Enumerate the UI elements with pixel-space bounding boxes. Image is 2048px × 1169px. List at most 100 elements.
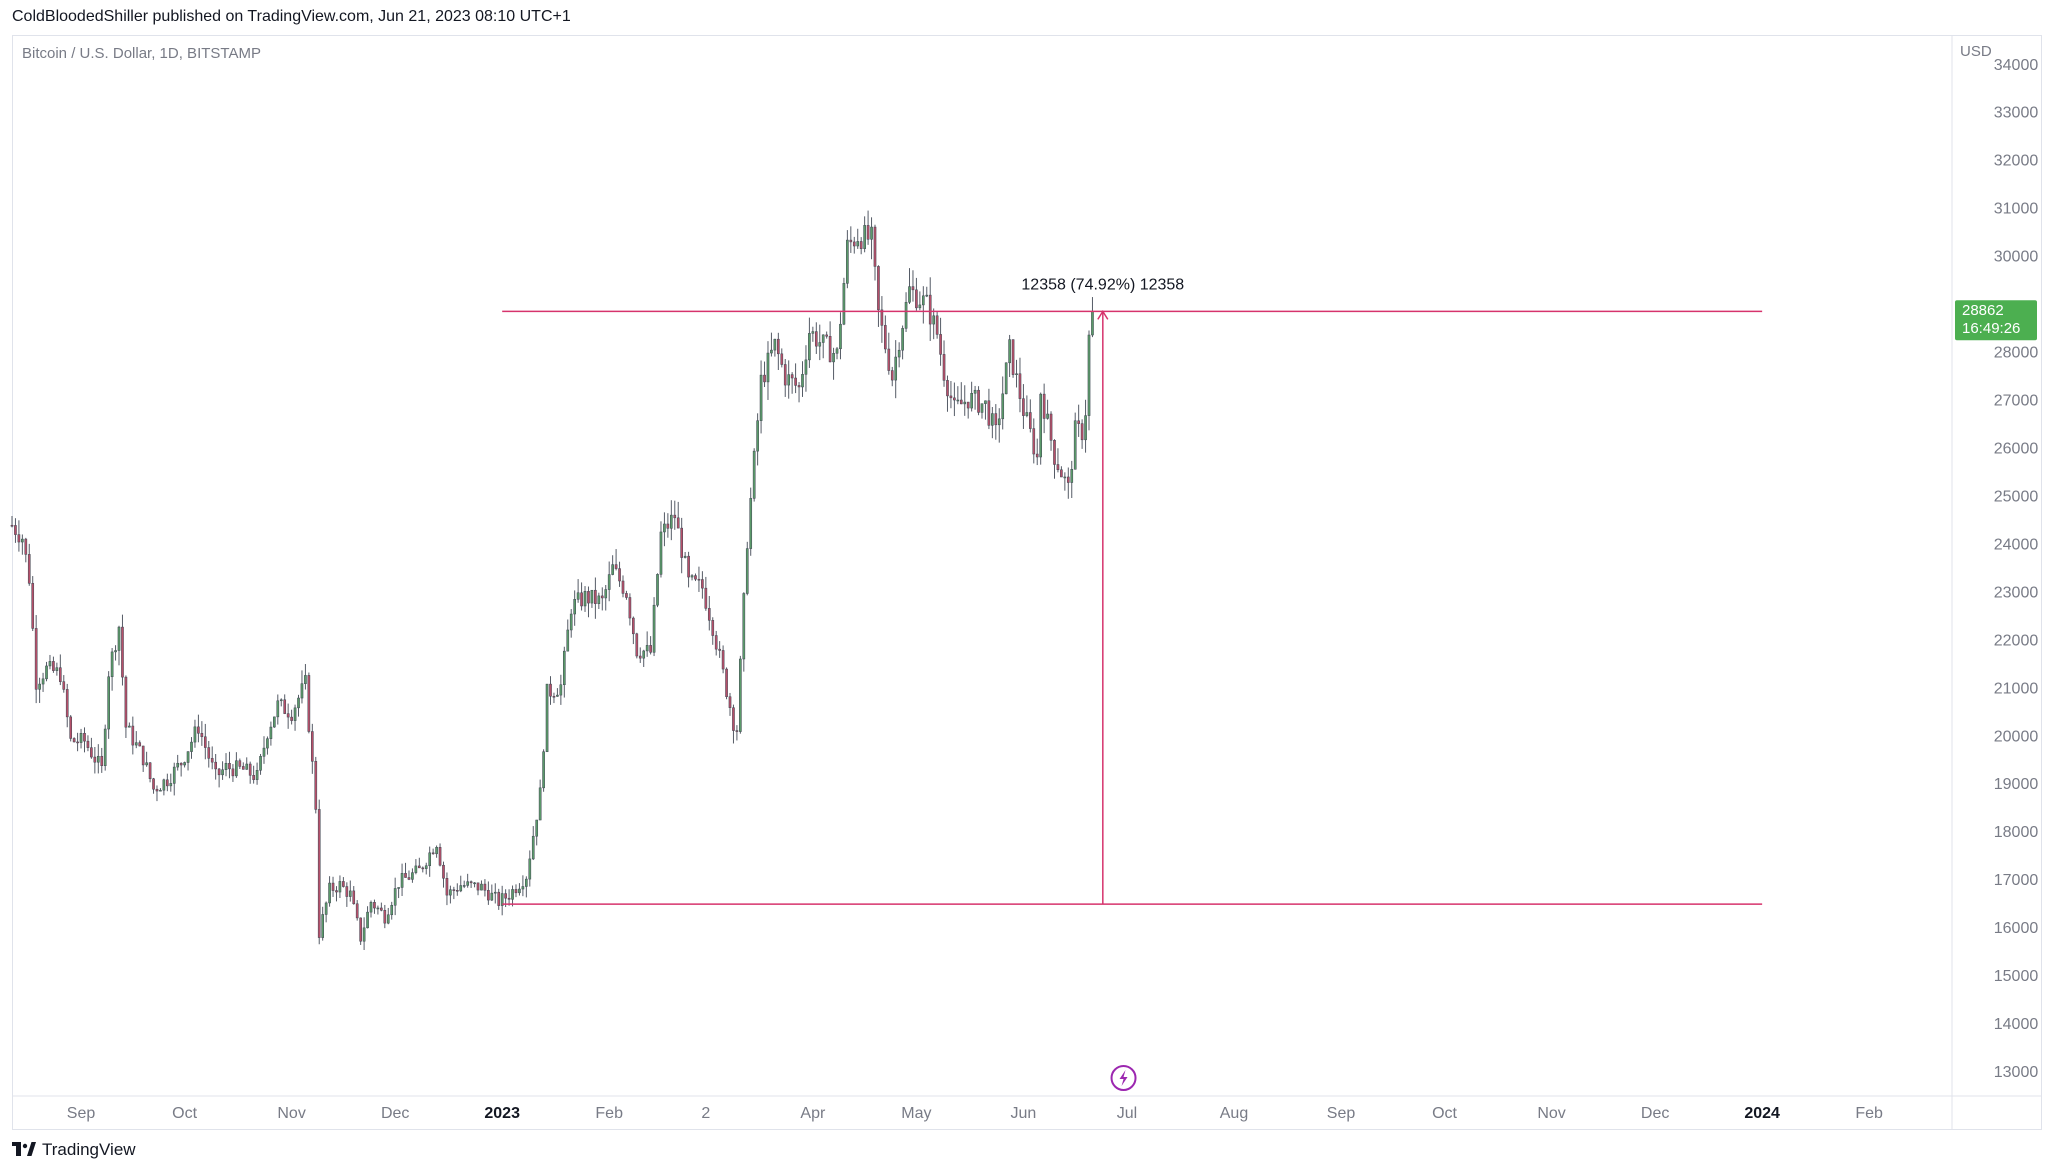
candle-up [110,651,114,678]
candle-down [148,762,152,779]
candle-up [542,751,545,789]
candle-up [300,683,304,699]
candle-down [197,726,200,734]
candle-down [514,889,518,894]
candle-up [390,904,394,916]
candle-down [1011,339,1015,375]
candle-down [452,889,456,891]
candle-down [307,675,311,732]
candle-down [203,736,207,748]
candle-up [863,225,866,249]
candle-up [162,779,166,791]
candle-up [96,755,100,763]
candle-down [718,648,721,651]
candle-up [435,847,438,855]
candle-up [273,716,276,728]
candle-down [231,768,235,777]
candle-down [666,523,670,529]
time-tick-label: Nov [1537,1105,1565,1122]
candle-up [1025,412,1029,416]
candle-down [34,628,38,690]
candle-down [549,683,552,697]
candle-down [373,902,376,909]
candle-up [186,751,190,763]
candle-up [521,886,525,890]
candle-down [166,779,169,787]
time-tick-label: Apr [800,1105,826,1122]
candle-up [528,858,532,880]
candle-up [576,592,580,600]
candle-down [497,891,501,906]
candle-down [317,809,321,938]
candle-down [252,775,255,780]
candle-down [880,309,884,326]
candle-down [949,395,953,399]
candle-up [556,694,559,697]
candle-down [735,730,739,732]
candle-down [966,401,970,409]
time-tick-label: Sep [67,1105,96,1122]
candle-up [773,338,777,351]
candle-down [866,225,870,240]
time-tick-label: Nov [277,1105,305,1122]
candle-down [155,788,159,792]
candle-up [190,741,193,752]
candle-down [911,286,915,291]
price-tick-label: 17000 [1994,872,2039,889]
candle-down [17,534,21,543]
candle-up [117,626,121,651]
candle-down [286,713,290,718]
candle-down [121,626,124,678]
range-measure-label: 12358 (74.92%) 12358 [1021,276,1184,293]
candle-up [321,914,324,938]
price-tick-label: 21000 [1994,680,2039,697]
candle-up [870,226,873,240]
candle-up [642,650,646,659]
candle-down [849,239,853,243]
candle-down [311,731,314,762]
symbol-title: Bitcoin / U.S. Dollar, 1D, BITSTAMP [22,45,261,62]
candle-down [179,762,183,766]
candle-down [1022,398,1025,416]
candle-down [507,897,511,900]
candle-down [345,886,349,897]
candle-down [625,593,628,598]
candle-up [279,699,283,702]
price-tick-label: 14000 [1994,1016,2039,1033]
candle-up [45,665,48,680]
candle-down [777,338,780,355]
candle-down [93,756,97,763]
bar-countdown: 16:49:26 [1962,320,2020,337]
candle-down [680,527,683,558]
candle-up [921,295,925,306]
candle-down [763,374,766,383]
candle-down [228,763,231,770]
footer-brand: TradingView [42,1140,136,1159]
candle-up [376,907,380,910]
candle-down [618,568,621,582]
candle-up [573,599,576,615]
candle-up [172,766,176,784]
candle-down [483,883,487,891]
candle-down [355,903,359,919]
candle-up [1004,362,1008,395]
candle-down [124,676,128,728]
candle-down [825,334,828,337]
candle-down [614,564,618,569]
candle-down [632,617,635,635]
candle-up [932,315,935,325]
candle-up [276,700,280,718]
candle-down [1066,476,1070,483]
candle-down [76,741,79,744]
candle-down [438,847,442,866]
candle-down [725,668,728,697]
candle-up [48,661,52,667]
candle-up [128,725,131,728]
candle-up [856,241,860,247]
candle-up [839,323,842,350]
candle-down [987,400,991,426]
price-tick-label: 30000 [1994,249,2039,266]
candle-down [52,661,55,671]
candle-up [114,650,117,653]
